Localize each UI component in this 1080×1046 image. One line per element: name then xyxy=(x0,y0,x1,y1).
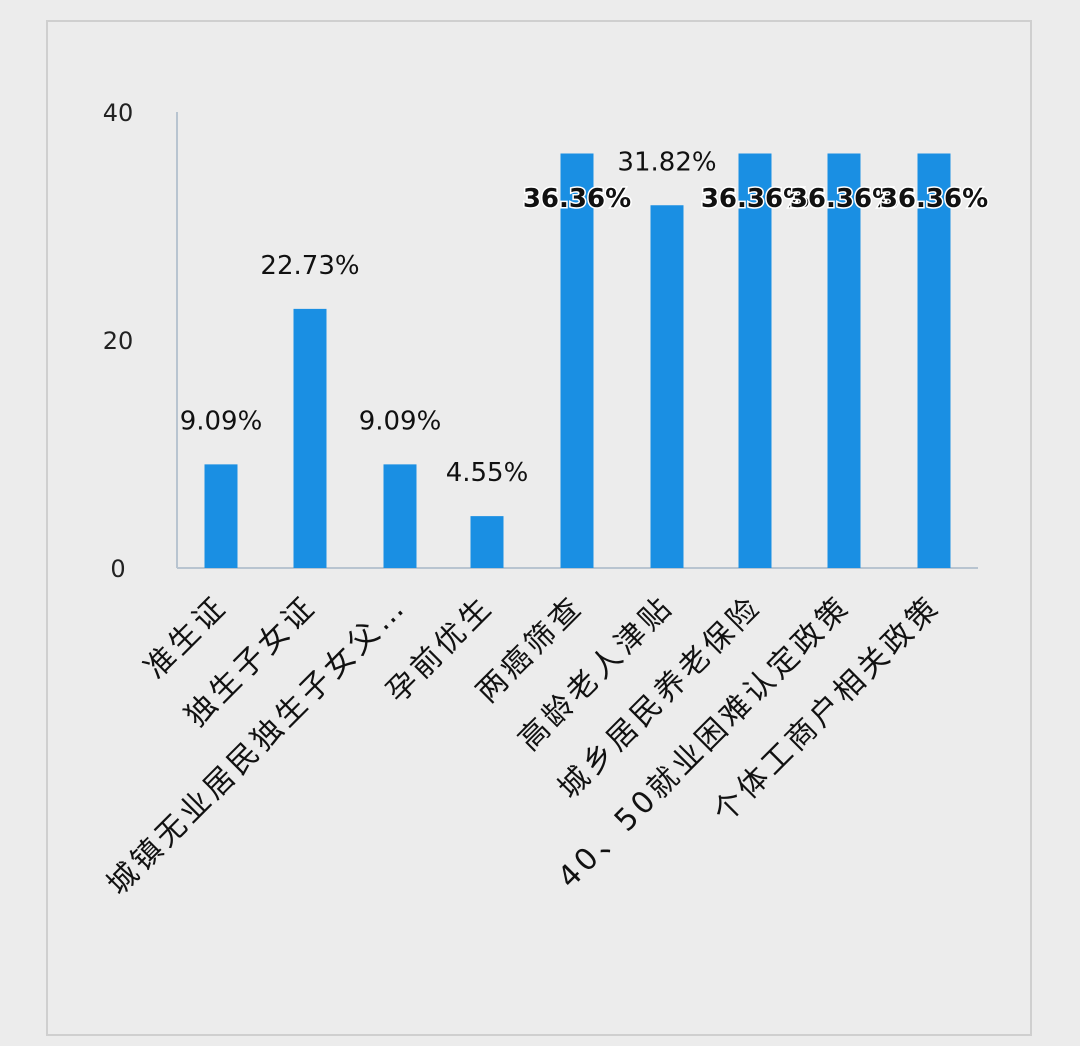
y-tick-label: 20 xyxy=(103,327,134,355)
bar xyxy=(204,464,238,568)
bar xyxy=(560,153,594,568)
data-label: 9.09% xyxy=(359,406,442,436)
data-label: 22.73% xyxy=(260,251,359,281)
y-tick-label: 0 xyxy=(110,555,125,583)
y-tick-label: 40 xyxy=(103,99,134,127)
bar xyxy=(383,464,417,568)
data-label: 36.36% xyxy=(701,184,809,214)
bar xyxy=(827,153,861,568)
data-label: 36.36% xyxy=(790,184,898,214)
data-label: 4.55% xyxy=(446,458,529,488)
bar xyxy=(470,516,504,568)
data-label: 36.36% xyxy=(523,184,631,214)
bar xyxy=(738,153,772,568)
category-label: 高龄老人津贴 xyxy=(512,589,681,758)
bar xyxy=(650,205,684,568)
data-label: 31.82% xyxy=(617,147,716,177)
bar xyxy=(917,153,951,568)
bar xyxy=(293,308,327,568)
data-label: 36.36% xyxy=(880,184,988,214)
data-label: 9.09% xyxy=(180,406,263,436)
